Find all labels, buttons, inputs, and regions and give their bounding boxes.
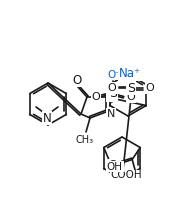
Text: Na⁺: Na⁺ [119, 67, 141, 80]
Text: AH: AH [123, 173, 137, 182]
Text: O: O [126, 93, 135, 102]
Text: CH₃: CH₃ [76, 135, 94, 145]
Text: S: S [109, 87, 117, 100]
Text: N: N [107, 91, 115, 101]
Text: O: O [146, 83, 154, 93]
Text: N: N [107, 109, 115, 119]
Text: S: S [127, 81, 135, 95]
Text: O⁻: O⁻ [107, 69, 121, 80]
Text: O: O [72, 74, 82, 86]
Text: OH: OH [107, 162, 123, 171]
Text: CH₃: CH₃ [76, 135, 94, 145]
Text: O: O [92, 93, 100, 102]
Text: O: O [108, 83, 116, 93]
Text: O: O [109, 160, 118, 169]
Text: N: N [43, 112, 51, 124]
Text: COOH: COOH [110, 170, 142, 181]
